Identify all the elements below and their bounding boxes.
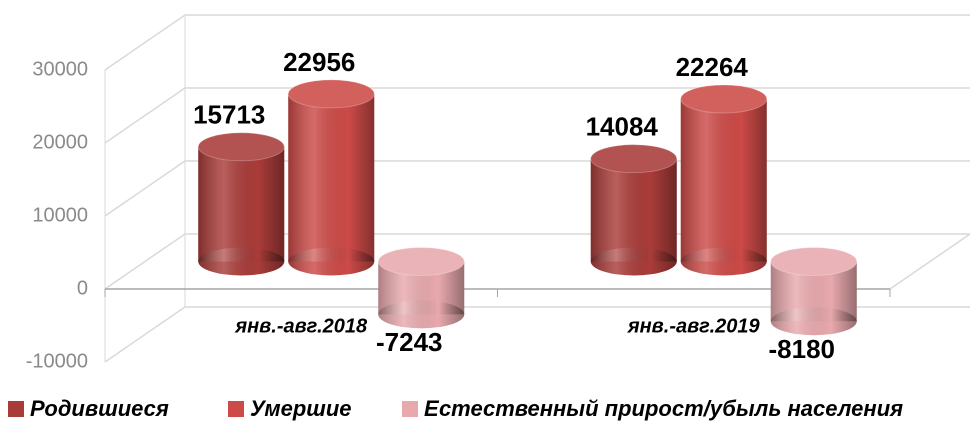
cylinder-top-shade (680, 84, 767, 113)
data-label: 15713 (193, 100, 265, 130)
cylinder-top-shade (590, 144, 677, 173)
cylinder-top-shade (288, 79, 375, 108)
y-tick-label: 30000 (32, 58, 88, 80)
cylinder (770, 247, 858, 336)
legend-label: Родившиеся (30, 396, 169, 421)
cylinder-shade (590, 158, 677, 262)
y-tick-label: 10000 (32, 204, 88, 226)
data-label: 22956 (283, 47, 355, 77)
y-tick-label: 0 (77, 277, 88, 299)
data-label: 14084 (586, 112, 659, 142)
cylinder-top-shade (770, 247, 857, 276)
cylinder-top (377, 247, 465, 276)
x-tick-label: янв.-авг.2019 (627, 315, 761, 337)
cylinder-shade (288, 93, 375, 262)
cylinder-shade (680, 98, 767, 262)
cylinder (680, 84, 768, 276)
y-tick-label: -10000 (26, 350, 88, 372)
cylinder (197, 132, 285, 276)
cylinder-top (680, 84, 768, 114)
cylinder-top-shade (198, 132, 285, 161)
floor-line (889, 233, 971, 290)
legend-label: Естественный прирост/убыль населения (424, 396, 903, 421)
cylinder-top-shade (378, 247, 465, 276)
cylinder (590, 144, 678, 276)
grid-line (104, 306, 970, 363)
cylinder-top (590, 144, 678, 174)
data-label: 22264 (676, 52, 749, 82)
legend-label: Умершие (250, 396, 352, 421)
cylinder (377, 247, 465, 329)
cylinder-top (197, 132, 285, 162)
cylinder-shade (198, 146, 285, 262)
legend-swatch (228, 401, 244, 417)
cylinder-top (770, 247, 858, 276)
y-tick-label: 20000 (32, 131, 88, 153)
grid-line (104, 14, 970, 71)
data-label: -7243 (376, 327, 443, 357)
cylinder-top (287, 79, 375, 109)
data-label: -8180 (769, 334, 836, 364)
legend-swatch (402, 401, 418, 417)
x-tick-label: янв.-авг.2018 (234, 315, 368, 337)
cylinder (287, 79, 375, 276)
legend-swatch (8, 401, 24, 417)
